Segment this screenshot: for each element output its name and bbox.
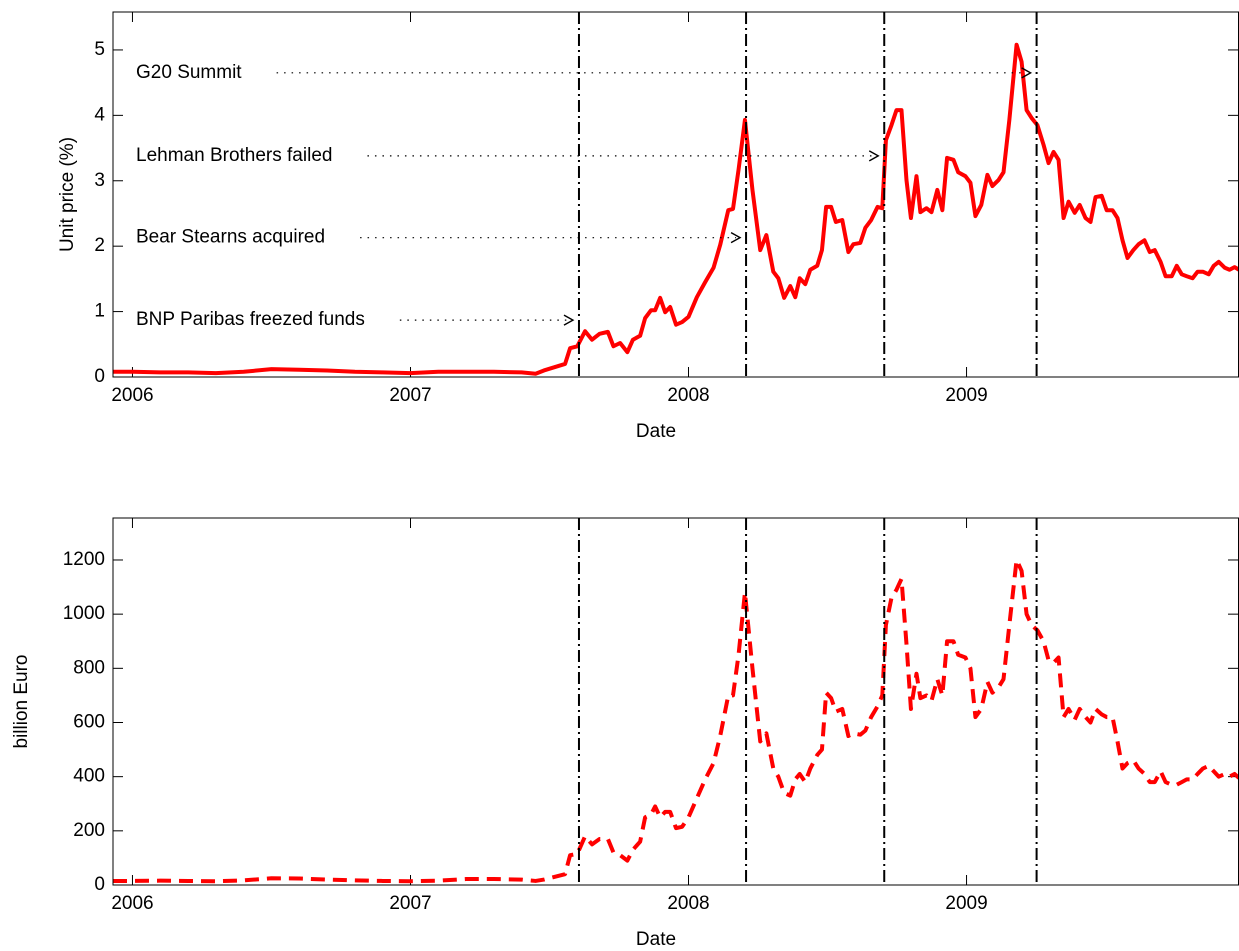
y-tick-label: 2: [94, 235, 105, 256]
x-axis-label: Date: [636, 421, 676, 442]
y-tick-label: 200: [73, 820, 105, 841]
x-tick-label: 2008: [667, 385, 709, 406]
y-tick-label: 3: [94, 170, 105, 191]
x-tick-label: 2008: [667, 893, 709, 914]
y-tick-label: 1200: [63, 549, 105, 570]
x-tick-label: 2007: [389, 385, 431, 406]
data-line: [113, 557, 1239, 884]
annotation: Bear Stearns acquired: [136, 227, 325, 248]
y-tick-label: 5: [94, 39, 105, 60]
y-tick-label: 0: [94, 366, 105, 387]
annotation: Lehman Brothers failed: [136, 145, 332, 166]
data-line: [113, 42, 1239, 376]
y-tick-label: 1: [94, 301, 105, 322]
annotation-arrow: [563, 314, 575, 326]
annotation-arrow: [868, 150, 880, 162]
x-tick-label: 2009: [945, 385, 987, 406]
y-axis-label: Unit price (%): [57, 137, 78, 252]
y-tick-label: 600: [73, 712, 105, 733]
x-tick-label: 2009: [945, 893, 987, 914]
annotation: G20 Summit: [136, 62, 242, 83]
x-tick-label: 2006: [111, 385, 153, 406]
annotation-arrow: [730, 232, 742, 244]
y-tick-label: 1000: [63, 603, 105, 624]
annotation: BNP Paribas freezed funds: [136, 309, 365, 330]
y-tick-label: 800: [73, 657, 105, 678]
y-tick-label: 400: [73, 766, 105, 787]
y-tick-label: 4: [94, 104, 105, 125]
y-tick-label: 0: [94, 874, 105, 895]
annotation-arrow: [1021, 67, 1033, 79]
x-tick-label: 2007: [389, 893, 431, 914]
x-axis-label: Date: [636, 929, 676, 950]
y-axis-label: billion Euro: [11, 655, 32, 749]
x-tick-label: 2006: [111, 893, 153, 914]
